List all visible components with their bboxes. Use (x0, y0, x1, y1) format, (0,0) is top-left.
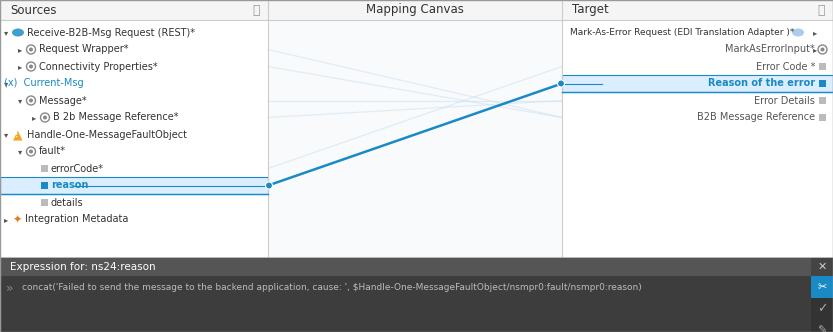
FancyBboxPatch shape (819, 114, 826, 121)
Text: Sources: Sources (10, 4, 57, 17)
Bar (0, 0, 833, 258)
Bar (562, 0, 833, 258)
Text: Error Code *: Error Code * (756, 61, 815, 71)
Text: Connectivity Properties*: Connectivity Properties* (39, 61, 157, 71)
Text: Expression for: ns24:reason: Expression for: ns24:reason (10, 262, 156, 272)
Circle shape (29, 99, 33, 103)
Text: ▾: ▾ (18, 96, 22, 105)
Text: fault*: fault* (39, 146, 66, 156)
Bar (811, 320, 833, 332)
Circle shape (821, 47, 825, 51)
FancyBboxPatch shape (819, 80, 826, 87)
Ellipse shape (792, 29, 804, 37)
Text: ▾: ▾ (4, 28, 8, 37)
Text: Integration Metadata: Integration Metadata (25, 214, 128, 224)
Text: Mapping Canvas: Mapping Canvas (366, 4, 464, 17)
Text: ✎: ✎ (817, 326, 826, 332)
Bar (811, 298, 833, 320)
Text: Request Wrapper*: Request Wrapper* (39, 44, 128, 54)
Circle shape (29, 47, 33, 51)
Text: ▾: ▾ (4, 130, 8, 139)
Text: Handle-One-MessageFaultObject: Handle-One-MessageFaultObject (27, 129, 187, 139)
Bar (0, 0, 268, 258)
Text: ✦: ✦ (13, 214, 22, 224)
Text: ▸: ▸ (813, 45, 817, 54)
Text: B 2b Message Reference*: B 2b Message Reference* (53, 113, 178, 123)
Text: errorCode*: errorCode* (51, 163, 104, 174)
Bar (0, 258, 811, 276)
Text: details: details (51, 198, 83, 208)
Bar (0, 276, 811, 332)
Text: ⌕: ⌕ (252, 4, 260, 17)
Text: B2B Message Reference: B2B Message Reference (697, 113, 815, 123)
Text: »: » (6, 282, 13, 294)
FancyBboxPatch shape (819, 63, 826, 70)
Text: ▾: ▾ (4, 79, 8, 88)
Text: Mark-As-Error Request (EDI Translation Adapter )*: Mark-As-Error Request (EDI Translation A… (570, 28, 795, 37)
Bar (811, 276, 833, 332)
Bar (0, 177, 268, 194)
Text: ▸: ▸ (18, 62, 22, 71)
Circle shape (266, 182, 272, 189)
Circle shape (29, 64, 33, 68)
Text: Error Details: Error Details (754, 96, 815, 106)
Text: Reason of the error: Reason of the error (708, 78, 815, 89)
Text: Target: Target (572, 4, 609, 17)
Text: Receive-B2B-Msg Request (REST)*: Receive-B2B-Msg Request (REST)* (27, 28, 195, 38)
Bar (268, 0, 562, 258)
Bar (562, 75, 833, 92)
Circle shape (29, 149, 33, 153)
Text: ▸: ▸ (18, 45, 22, 54)
Text: ▾: ▾ (18, 147, 22, 156)
Text: Message*: Message* (39, 96, 87, 106)
Text: ▲: ▲ (13, 128, 22, 141)
Text: ▸: ▸ (813, 28, 817, 37)
Text: ▸: ▸ (4, 215, 8, 224)
Bar (0, 0, 833, 20)
FancyBboxPatch shape (41, 182, 48, 189)
Text: reason: reason (51, 181, 88, 191)
Ellipse shape (12, 29, 24, 37)
Text: ✕: ✕ (817, 262, 826, 272)
FancyBboxPatch shape (41, 165, 48, 172)
Text: ✂: ✂ (817, 282, 826, 292)
FancyBboxPatch shape (819, 97, 826, 104)
Text: concat('Failed to send the message to the backend application, cause: ', $Handle: concat('Failed to send the message to th… (22, 284, 641, 292)
Text: ⌕: ⌕ (817, 4, 825, 17)
FancyBboxPatch shape (41, 199, 48, 206)
Bar (811, 258, 833, 276)
Bar (811, 276, 833, 298)
Text: !: ! (15, 132, 18, 138)
Text: ✓: ✓ (816, 302, 827, 315)
Circle shape (43, 116, 47, 120)
Circle shape (557, 80, 565, 87)
Text: MarkAsErrorInput*: MarkAsErrorInput* (726, 44, 815, 54)
Text: ▸: ▸ (32, 113, 37, 122)
Text: (x)  Current-Msg: (x) Current-Msg (4, 78, 83, 89)
